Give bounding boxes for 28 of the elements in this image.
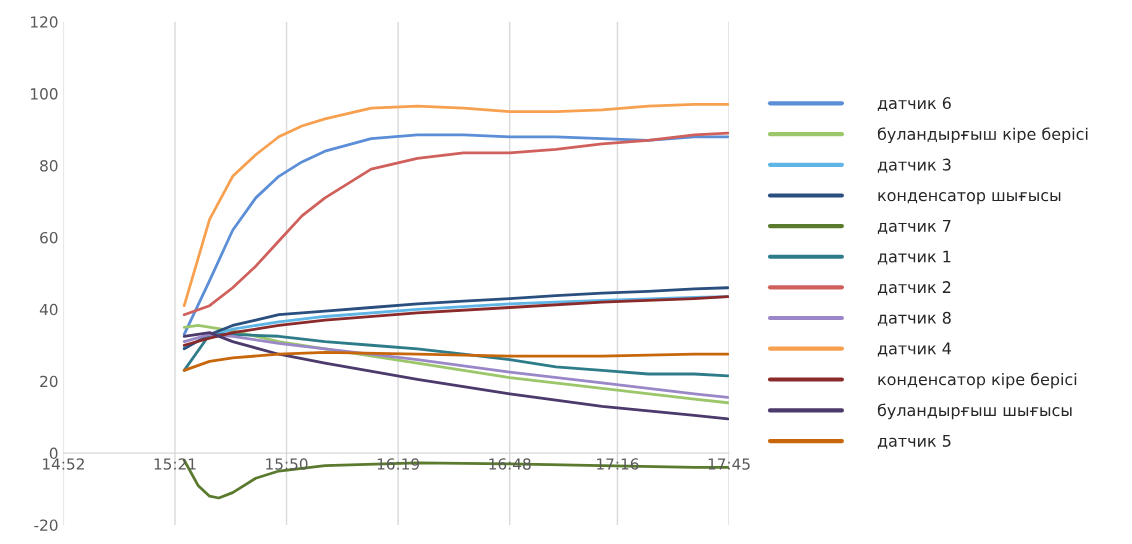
y-tick-label: 100 — [31, 88, 58, 100]
x-tick-label: 15:50 — [266, 458, 308, 470]
line-series — [182, 103, 730, 308]
legend-label: буландырғыш кіре берісі — [877, 127, 1088, 144]
legend-label: датчик 5 — [877, 435, 951, 449]
legend-label: датчик 4 — [877, 342, 951, 357]
legend-label: датчик 8 — [877, 311, 951, 326]
x-tick-label: 14:52 — [43, 458, 84, 470]
line-series — [182, 286, 730, 351]
legend-label: конденсатор кіре берісі — [878, 372, 1077, 389]
legend-label: датчик 6 — [877, 97, 951, 112]
y-tick-label: -20 — [34, 519, 58, 531]
legend-label: датчик 2 — [877, 281, 951, 296]
y-tick-label: 0 — [49, 447, 58, 460]
line-series — [182, 333, 730, 399]
x-tick-label: 17:45 — [708, 458, 750, 470]
y-tick-label: 20 — [40, 375, 58, 388]
legend-label: датчик 7 — [877, 220, 951, 234]
y-tick-label: 40 — [39, 303, 58, 316]
legend-label: конденсатор шығысы — [878, 192, 1061, 205]
y-tick-label: 120 — [31, 16, 58, 28]
legend-label: буландырғыш шығысы — [877, 403, 1072, 420]
y-tick-label: 80 — [40, 160, 58, 172]
y-tick-label: 60 — [40, 231, 58, 244]
line-series — [182, 351, 730, 372]
legend-label: датчик 1 — [877, 250, 951, 265]
line-series — [182, 331, 730, 421]
legend-label: датчик 3 — [877, 158, 951, 173]
